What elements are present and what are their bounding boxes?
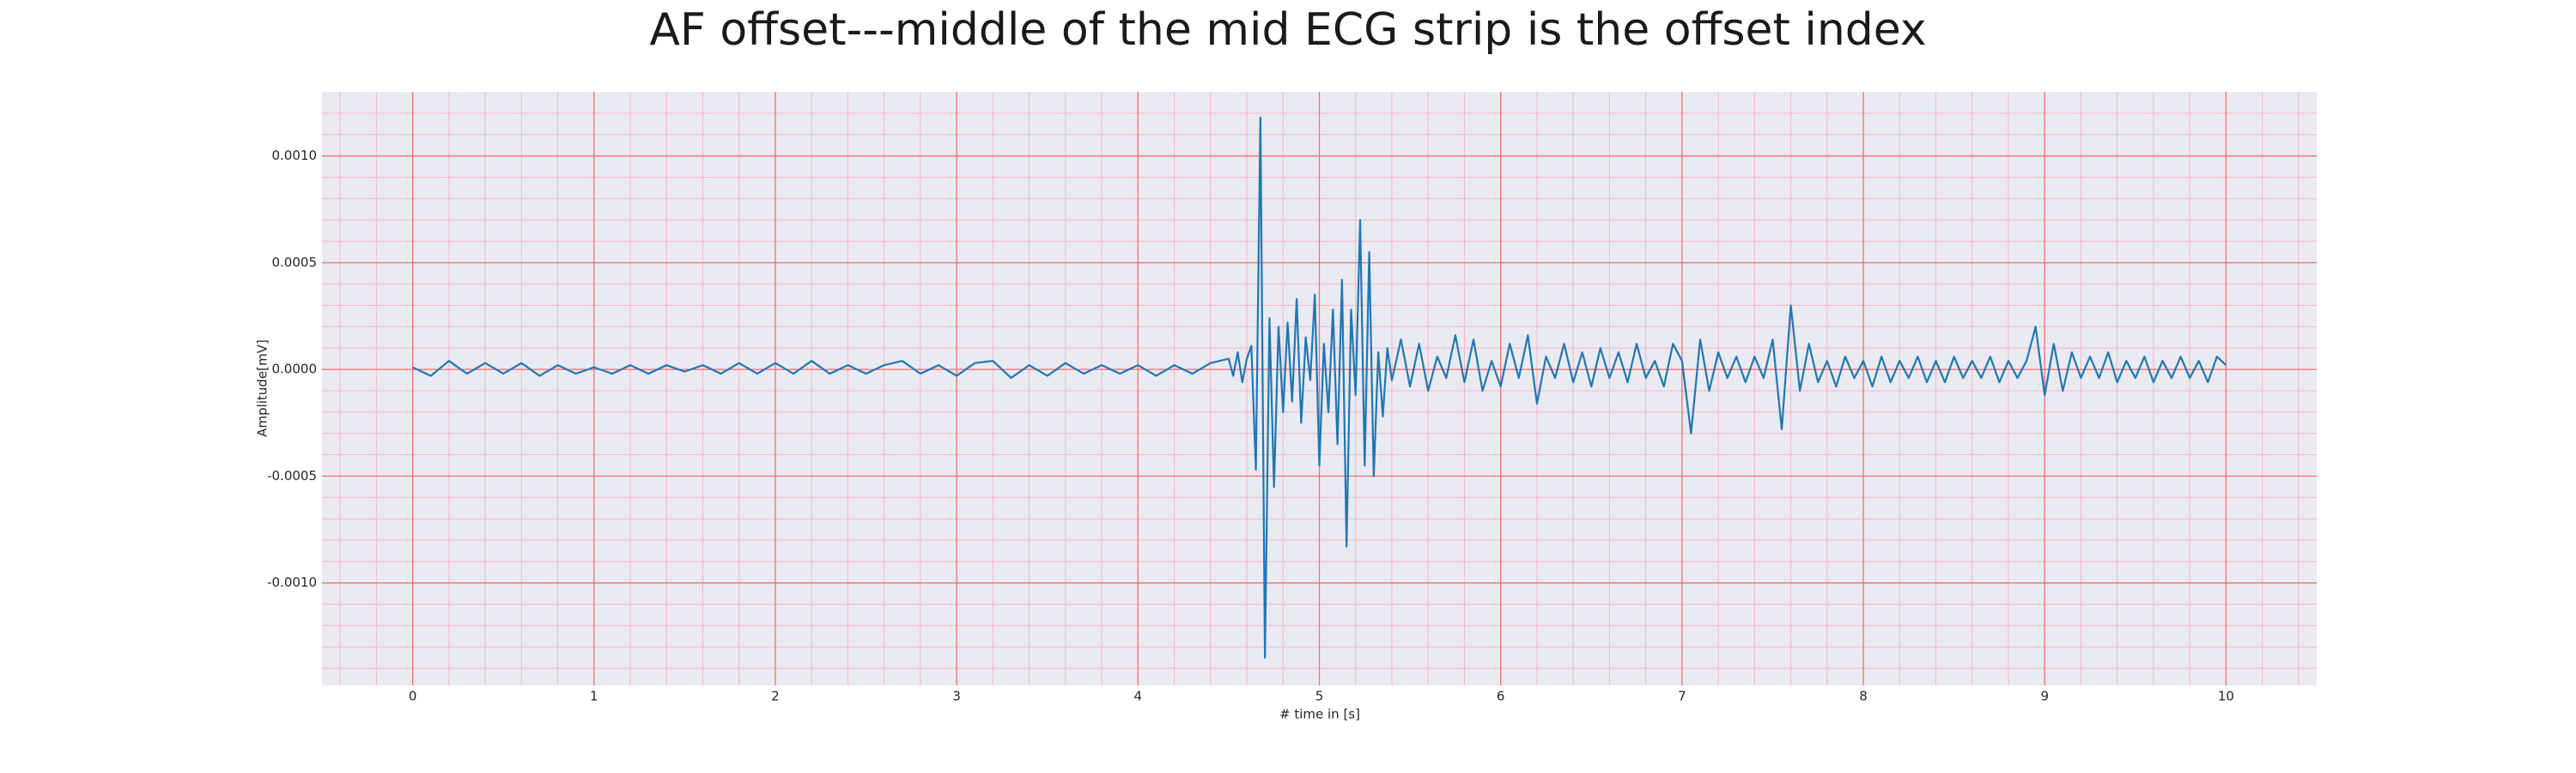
x-tick-label: 4: [1134, 689, 1143, 704]
x-axis-label: # time in [s]: [1279, 707, 1360, 722]
x-tick-label: 8: [1859, 689, 1868, 704]
chart-title: AF offset---middle of the mid ECG strip …: [649, 4, 1926, 56]
y-tick-label: 0.0005: [272, 254, 318, 270]
y-tick-label: -0.0010: [267, 575, 317, 590]
x-tick-label: 9: [2040, 689, 2049, 704]
x-tick-label: 1: [590, 689, 598, 704]
x-tick-label: 7: [1678, 689, 1686, 704]
x-tick-label: 5: [1315, 689, 1324, 704]
x-tick-label: 6: [1497, 689, 1505, 704]
signal-line: [412, 116, 2227, 659]
x-tick-label: 10: [2218, 689, 2234, 704]
major-grid: [322, 92, 2317, 685]
y-tick-label: 0.0000: [272, 362, 318, 377]
y-tick-label: -0.0005: [267, 468, 317, 484]
series: [412, 116, 2227, 659]
y-tick-label: 0.0010: [272, 148, 318, 163]
x-tick-label: 3: [952, 689, 961, 704]
x-tick-label: 0: [409, 689, 417, 704]
y-axis-label: Amplitude[mV]: [255, 339, 270, 436]
x-tick-label: 2: [771, 689, 780, 704]
